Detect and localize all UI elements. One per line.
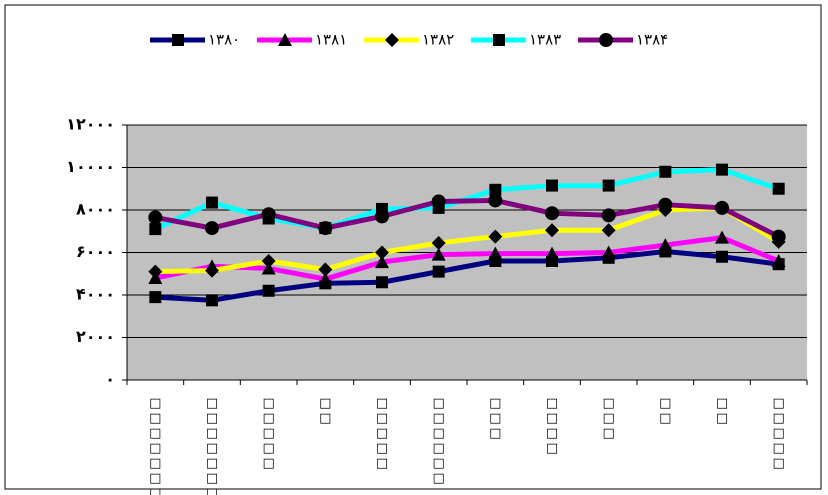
x-tick-label: □□	[715, 396, 730, 426]
x-tick-label: □□□□	[545, 396, 560, 456]
x-tick-label: □□□	[601, 396, 616, 441]
data-point	[602, 179, 615, 192]
data-point	[716, 163, 728, 176]
y-tick-label: ۱۲۰۰۰	[66, 115, 115, 134]
data-point	[431, 194, 446, 209]
y-tick-label: ۸۰۰۰	[76, 200, 115, 219]
data-point	[262, 284, 275, 297]
data-point	[261, 254, 276, 268]
data-point	[431, 247, 446, 261]
x-tick-label: □□□□□	[261, 396, 276, 471]
data-point	[148, 264, 163, 279]
data-point	[205, 263, 219, 278]
data-point	[658, 197, 673, 212]
data-point	[772, 182, 785, 195]
legend-label: ۱۳۸۲	[422, 31, 454, 49]
data-point	[658, 238, 673, 252]
data-point	[601, 208, 616, 223]
data-point	[601, 223, 616, 238]
legend-marker	[599, 33, 613, 47]
data-point	[545, 246, 559, 260]
data-point	[546, 179, 558, 192]
data-point	[488, 193, 503, 208]
legend-marker	[385, 33, 399, 47]
series-line	[155, 205, 780, 275]
series-line	[155, 248, 779, 303]
data-point	[771, 254, 786, 267]
data-point	[715, 200, 729, 215]
data-point	[148, 210, 163, 225]
data-point	[149, 223, 162, 236]
series-line	[154, 235, 780, 282]
legend-label: ۱۳۸۴	[636, 31, 668, 49]
data-point	[206, 294, 218, 307]
data-point	[659, 165, 672, 178]
y-tick-label: ۲۰۰۰	[76, 327, 115, 346]
x-tick-label: □□	[318, 396, 333, 426]
data-point	[431, 235, 446, 250]
data-point	[149, 291, 162, 304]
x-tick-label: □□□□□□□□	[148, 396, 163, 495]
data-point	[318, 262, 333, 277]
series-line	[154, 197, 780, 239]
data-point	[206, 196, 218, 209]
data-point	[771, 229, 786, 244]
legend-label: ۱۳۸۱	[315, 31, 347, 49]
data-point	[261, 207, 276, 222]
data-point	[545, 206, 559, 221]
data-point	[488, 246, 503, 260]
legend-marker	[172, 34, 184, 46]
legend-marker	[493, 34, 505, 46]
x-tick-label: □□□	[488, 396, 503, 441]
x-tick-label: □□□□□□□□	[205, 396, 220, 495]
data-point	[715, 230, 729, 244]
y-tick-label: ۶۰۰۰	[76, 242, 115, 261]
y-tick-label: ۱۰۰۰۰	[66, 157, 115, 176]
data-point	[376, 276, 388, 289]
data-point	[545, 223, 559, 238]
data-point	[488, 229, 503, 244]
x-tick-label: □□	[658, 396, 673, 426]
data-point	[375, 255, 389, 269]
data-point	[205, 221, 219, 236]
legend-label: ۱۳۸۳	[529, 31, 561, 49]
data-point	[375, 209, 389, 224]
y-tick-label: ۴۰۰۰	[76, 285, 115, 304]
legend-label: ۱۳۸۰	[208, 31, 240, 49]
data-point	[318, 272, 333, 286]
data-point	[375, 245, 389, 260]
legend-marker	[278, 33, 292, 46]
data-point	[318, 221, 333, 236]
data-point	[489, 183, 502, 196]
data-point	[716, 250, 728, 263]
y-tick-label: ۰	[105, 370, 115, 389]
x-tick-label: □□□□□□	[431, 396, 446, 486]
x-tick-label: □□□□□	[375, 396, 390, 471]
data-point	[432, 265, 445, 278]
x-tick-label: □□□□□	[771, 396, 786, 471]
data-point	[601, 245, 616, 259]
